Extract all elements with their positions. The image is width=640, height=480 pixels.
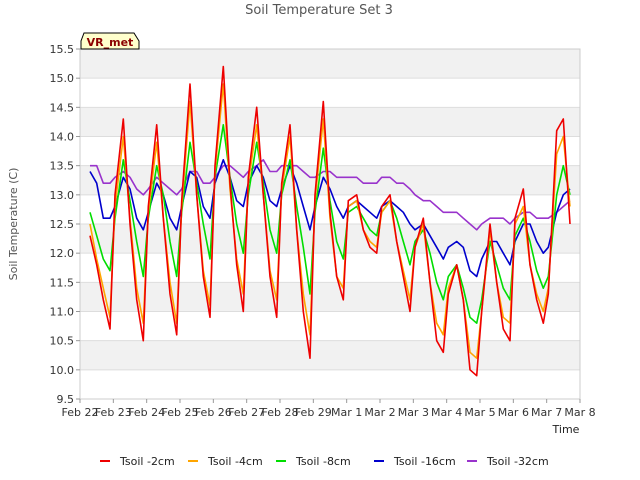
x-tick-label: Feb 23 — [95, 406, 132, 419]
x-tick-label: Mar 5 — [464, 406, 495, 419]
y-tick-label: 13.5 — [50, 160, 75, 173]
x-tick-label: Mar 8 — [564, 406, 595, 419]
grid-band — [80, 340, 580, 370]
legend-label: Tsoil -16cm — [393, 455, 456, 468]
x-tick-label: Feb 22 — [62, 406, 99, 419]
x-tick-label: Feb 26 — [195, 406, 232, 419]
x-tick-label: Feb 24 — [128, 406, 165, 419]
x-tick-label: Mar 4 — [431, 406, 462, 419]
y-tick-label: 13.0 — [50, 189, 75, 202]
x-tick-label: Mar 7 — [531, 406, 562, 419]
legend-label: Tsoil -2cm — [119, 455, 175, 468]
legend-label: Tsoil -8cm — [295, 455, 351, 468]
x-tick-label: Mar 2 — [364, 406, 395, 419]
site-badge: VR_met — [80, 32, 140, 50]
grid-band — [80, 107, 580, 137]
grid-band — [80, 224, 580, 254]
legend-label: Tsoil -4cm — [207, 455, 263, 468]
y-tick-label: 14.0 — [50, 131, 75, 144]
grid-band — [80, 49, 580, 79]
y-tick-label: 10.0 — [50, 364, 75, 377]
grid-band — [80, 282, 580, 312]
x-tick-label: Feb 25 — [162, 406, 199, 419]
axis-ticks: 9.5 10.0 10.5 11.0 11.5 12.0 12.5 13.0 13.5 14.0 1… — [50, 43, 596, 419]
y-tick-label: 11.5 — [50, 276, 75, 289]
x-tick-label: Feb 28 — [262, 406, 299, 419]
site-badge-label: VR_met — [87, 36, 134, 49]
y-tick-label: 12.0 — [50, 247, 75, 260]
y-tick-label: 10.5 — [50, 335, 75, 348]
y-tick-label: 14.5 — [50, 101, 75, 114]
x-axis-label: Time — [552, 423, 580, 436]
y-axis-label: Soil Temperature (C) — [7, 168, 20, 281]
chart-title: Soil Temperature Set 3 — [245, 3, 393, 18]
x-tick-label: Feb 29 — [295, 406, 332, 419]
series-line-tsoil-32cm — [90, 159, 571, 231]
x-tick-label: Feb 27 — [228, 406, 265, 419]
y-tick-label: 9.5 — [57, 393, 75, 406]
y-tick-label: 15.0 — [50, 72, 75, 85]
series-line-tsoil-2cm — [89, 65, 571, 377]
y-tick-label: 15.5 — [50, 43, 75, 56]
x-tick-label: Mar 3 — [398, 406, 429, 419]
legend-label: Tsoil -32cm — [486, 455, 549, 468]
y-tick-label: 11.0 — [50, 306, 75, 319]
series-lines — [89, 65, 571, 377]
site-badge-box — [80, 32, 140, 50]
x-tick-label: Mar 6 — [498, 406, 529, 419]
legend: Tsoil -2cm Tsoil -4cm Tsoil -8cm Tsoil -16c… — [100, 455, 549, 468]
x-tick-label: Mar 1 — [331, 406, 362, 419]
y-tick-label: 12.5 — [50, 218, 75, 231]
